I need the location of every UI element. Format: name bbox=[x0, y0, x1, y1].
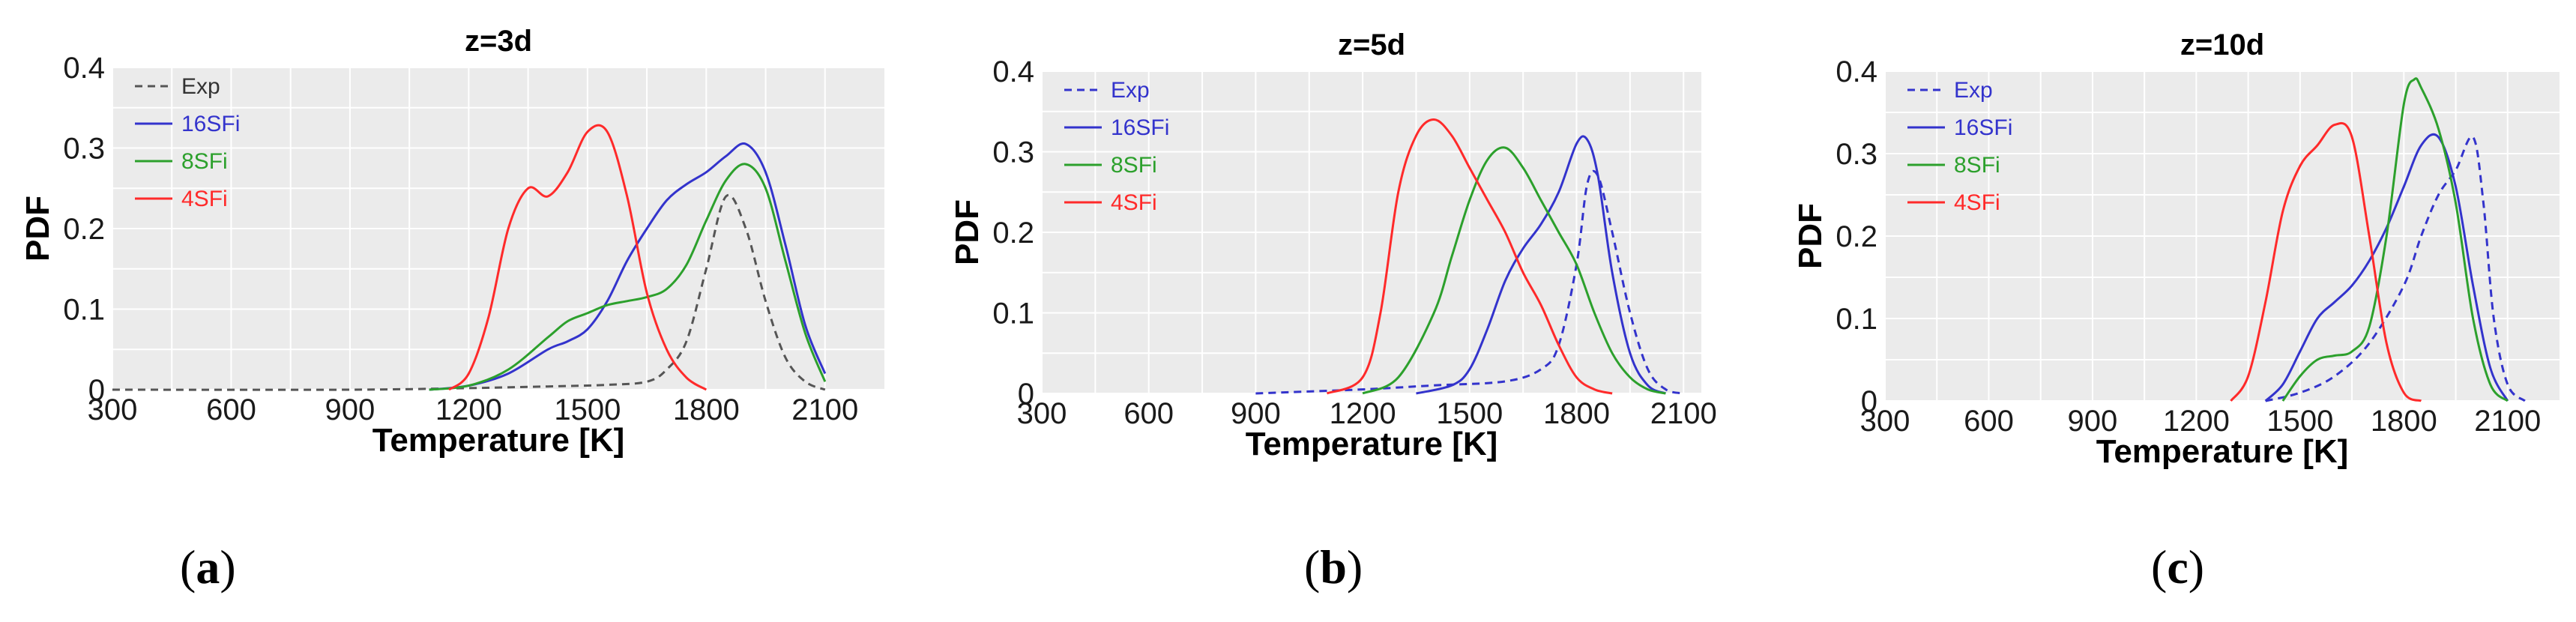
y-tick-label: 0.2 bbox=[992, 217, 1034, 250]
legend-label-exp: Exp bbox=[1111, 78, 1150, 103]
series-line-16sfi bbox=[429, 142, 827, 391]
x-axis-label: Temperature [K] bbox=[372, 422, 625, 459]
chart-title: z=5d bbox=[1338, 28, 1405, 61]
x-tick-label: 600 bbox=[206, 393, 256, 426]
series-line-4sfi bbox=[1326, 118, 1613, 395]
y-tick-label: 0.4 bbox=[1836, 55, 1877, 88]
series-line-8sfi bbox=[1362, 146, 1666, 395]
legend-label-8sfi: 8SFi bbox=[1954, 153, 2000, 178]
legend-label-16sfi: 16SFi bbox=[1954, 115, 2012, 140]
legend-label-16sfi: 16SFi bbox=[181, 112, 240, 136]
series-line-16sfi bbox=[2264, 133, 2509, 402]
x-axis-label: Temperature [K] bbox=[2096, 433, 2349, 470]
y-tick-label: 0.3 bbox=[992, 136, 1034, 169]
x-tick-label: 2100 bbox=[1650, 397, 1717, 430]
y-tick-label: 0.1 bbox=[1836, 303, 1877, 336]
y-axis-label: PDF bbox=[19, 196, 56, 262]
chart-title: z=10d bbox=[2180, 28, 2264, 61]
y-axis-label: PDF bbox=[949, 199, 986, 265]
caption-a: (a) bbox=[180, 540, 236, 594]
legend-label-8sfi: 8SFi bbox=[181, 149, 228, 174]
y-tick-label: 0 bbox=[88, 374, 105, 407]
legend-label-4sfi: 4SFi bbox=[1111, 190, 1157, 215]
panel-a: 300 600 900 1200 1500 1800 2100 0 0.1 0.2 0.3 0.4 z=… bbox=[0, 0, 884, 622]
y-tick-label: 0.3 bbox=[1836, 138, 1877, 171]
series-line-8sfi bbox=[2281, 77, 2509, 402]
legend-label-exp: Exp bbox=[1954, 78, 1993, 103]
x-tick-label: 1500 bbox=[554, 393, 621, 426]
panel-c: 300 600 900 1200 1500 1800 2100 0 0.1 0.2 0.3 0.4 z=… bbox=[1724, 0, 2576, 622]
panel-b: 300 600 900 1200 1500 1800 2100 0 0.1 0.2 0.3 0.4 z=… bbox=[884, 0, 1724, 622]
x-tick-label: 1500 bbox=[2266, 405, 2333, 438]
series-line-16sfi bbox=[1416, 135, 1667, 395]
legend-label-16sfi: 16SFi bbox=[1111, 115, 1169, 140]
x-tick-label: 2100 bbox=[2474, 405, 2541, 438]
y-tick-label: 0.2 bbox=[63, 213, 105, 246]
y-tick-label: 0.1 bbox=[63, 294, 105, 327]
x-tick-label: 1800 bbox=[1543, 397, 1610, 430]
x-tick-label: 1500 bbox=[1436, 397, 1503, 430]
series-line-exp bbox=[1255, 169, 1684, 395]
y-tick-label: 0.4 bbox=[63, 52, 105, 85]
x-tick-label: 900 bbox=[1231, 397, 1281, 430]
caption-c: (c) bbox=[2151, 540, 2205, 594]
legend-label-8sfi: 8SFi bbox=[1111, 153, 1157, 178]
x-tick-label: 1800 bbox=[2371, 405, 2437, 438]
x-tick-label: 300 bbox=[1860, 405, 1910, 438]
x-tick-label: 1200 bbox=[2163, 405, 2230, 438]
x-tick-label: 1200 bbox=[435, 393, 502, 426]
series-line-4sfi bbox=[2230, 121, 2422, 402]
x-tick-label: 900 bbox=[2068, 405, 2118, 438]
chart-title: z=3d bbox=[465, 25, 532, 58]
y-tick-label: 0.2 bbox=[1836, 220, 1877, 253]
x-tick-label: 2100 bbox=[791, 393, 858, 426]
y-tick-label: 0 bbox=[1018, 378, 1034, 411]
y-tick-label: 0.4 bbox=[992, 55, 1034, 88]
y-tick-label: 0.1 bbox=[992, 298, 1034, 330]
legend-label-exp: Exp bbox=[181, 74, 220, 99]
x-tick-label: 1800 bbox=[673, 393, 740, 426]
x-axis-label: Temperature [K] bbox=[1246, 426, 1498, 462]
y-tick-label: 0 bbox=[1861, 385, 1877, 418]
x-tick-label: 300 bbox=[1017, 397, 1067, 430]
chart-c: 300 600 900 1200 1500 1800 2100 0 0.1 0.2 0.3 0.4 z=… bbox=[1792, 28, 2560, 470]
series-line-8sfi bbox=[429, 163, 827, 391]
series-line-exp bbox=[2265, 135, 2526, 402]
legend-label-4sfi: 4SFi bbox=[1954, 190, 2000, 215]
legend-label-4sfi: 4SFi bbox=[181, 187, 228, 211]
x-tick-label: 600 bbox=[1964, 405, 2014, 438]
y-tick-label: 0.3 bbox=[63, 133, 105, 166]
x-tick-label: 300 bbox=[88, 393, 138, 426]
chart-b: 300 600 900 1200 1500 1800 2100 0 0.1 0.2 0.3 0.4 z=… bbox=[949, 28, 1717, 462]
chart-a: 300 600 900 1200 1500 1800 2100 0 0.1 0.2 0.3 0.4 z=… bbox=[19, 25, 884, 459]
x-tick-label: 900 bbox=[325, 393, 375, 426]
series-line-4sfi bbox=[448, 124, 708, 391]
caption-b: (b) bbox=[1304, 540, 1363, 594]
x-tick-label: 1200 bbox=[1330, 397, 1396, 430]
x-tick-label: 600 bbox=[1123, 397, 1174, 430]
y-axis-label: PDF bbox=[1792, 203, 1829, 269]
series-line-exp bbox=[112, 193, 826, 391]
